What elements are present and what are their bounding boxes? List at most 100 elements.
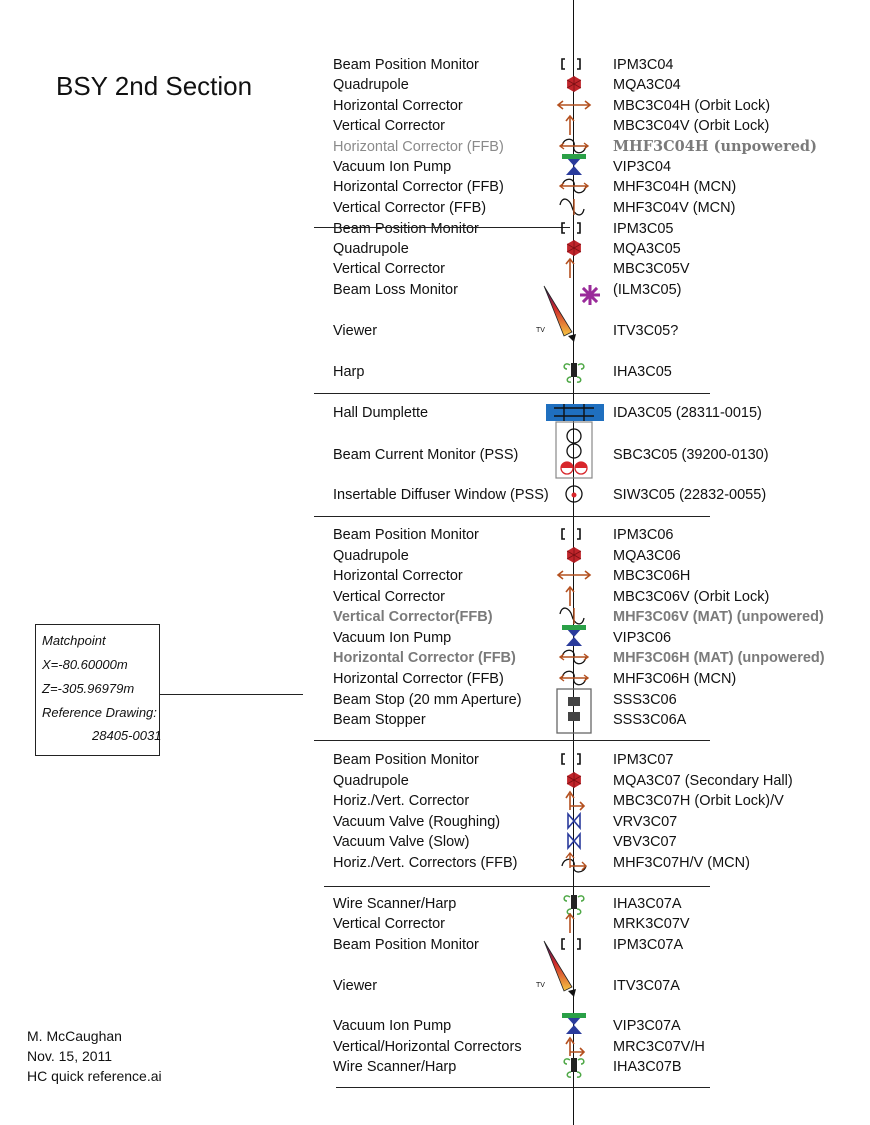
component-label: Quadrupole [333, 241, 409, 257]
section-separator [336, 1087, 710, 1088]
component-label: Beam Position Monitor [333, 57, 479, 73]
component-label: Vertical Corrector(FFB) [333, 609, 493, 625]
component-name: ITV3C07A [613, 978, 680, 994]
matchpoint-box: Matchpoint X=-80.60000m Z=-305.96979m Re… [35, 624, 162, 756]
component-label: Quadrupole [333, 773, 409, 789]
component-label: Beam Current Monitor (PSS) [333, 447, 519, 463]
component-name: VRV3C07 [613, 814, 678, 830]
component-name: IHA3C07B [613, 1059, 682, 1075]
section-separator [314, 516, 710, 517]
vertical-corrector-icon [565, 114, 575, 135]
vertical-corrector-icon [565, 257, 575, 278]
ffb-horizontal-corrector-icon [558, 649, 590, 665]
component-label: Vacuum Ion Pump [333, 1018, 452, 1034]
ffb-horizontal-corrector-icon [558, 670, 590, 686]
vacuum-valve-icon [567, 811, 581, 831]
viewer-tv-label: TV [536, 327, 545, 334]
current-monitor-icon [555, 421, 593, 479]
component-name: MHF3C04H (unpowered) [613, 138, 817, 155]
component-label: Vertical Corrector [333, 118, 446, 134]
bpm-icon [561, 528, 581, 540]
harp-icon [563, 363, 585, 383]
matchpoint-reference-label: Reference Drawing: [42, 705, 157, 720]
ffb-vertical-corrector-icon [559, 607, 585, 625]
bpm-icon [561, 58, 581, 70]
component-name: MBC3C06H [613, 568, 691, 584]
ffb-hv-corrector-icon [561, 851, 587, 873]
matchpoint-leader-line [159, 694, 303, 695]
ion-pump-icon [562, 154, 586, 175]
horizontal-corrector-icon [556, 570, 592, 580]
component-name: SSS3C06A [613, 712, 687, 728]
component-name: SSS3C06 [613, 692, 677, 708]
ffb-horizontal-corrector-icon [558, 138, 590, 154]
component-label: Viewer [333, 323, 378, 339]
component-name: MQA3C07 (Secondary Hall) [613, 773, 793, 789]
component-name: MRC3C07V/H [613, 1039, 705, 1055]
vertical-corrector-icon [565, 585, 575, 606]
component-name: MBC3C06V (Orbit Lock) [613, 589, 770, 605]
component-label: Vacuum Valve (Roughing) [333, 814, 501, 830]
ffb-horizontal-corrector-icon [558, 178, 590, 194]
component-label: Vertical Corrector (FFB) [333, 200, 487, 216]
matchpoint-title: Matchpoint [42, 633, 106, 648]
hv-corrector-icon [565, 1036, 586, 1057]
component-label: Horiz./Vert. Corrector [333, 793, 470, 809]
component-name: IPM3C07 [613, 752, 674, 768]
component-name: ITV3C05? [613, 323, 679, 339]
matchpoint-reference-drawing: 28405-0031 [92, 728, 162, 743]
component-name: MHF3C06H (MCN) [613, 671, 737, 687]
component-name: VIP3C07A [613, 1018, 681, 1034]
author-date: Nov. 15, 2011 [27, 1048, 113, 1064]
component-label: Vertical Corrector [333, 916, 446, 932]
component-label: Beam Position Monitor [333, 752, 479, 768]
component-name: IDA3C05 (28311-0015) [613, 405, 762, 421]
ffb-vertical-corrector-icon [559, 198, 585, 216]
component-label: Beam Position Monitor [333, 527, 479, 543]
quadrupole-icon [566, 240, 582, 256]
component-name: IPM3C04 [613, 57, 674, 73]
author-file: HC quick reference.ai [27, 1068, 162, 1084]
diffuser-window-icon [565, 485, 583, 503]
component-label: Beam Stopper [333, 712, 426, 728]
component-label: Beam Position Monitor [333, 221, 479, 237]
section-separator [314, 393, 710, 394]
component-name: MQA3C04 [613, 77, 681, 93]
ion-pump-icon [562, 625, 586, 646]
vertical-corrector-icon [565, 912, 575, 933]
viewer-icon: TV [536, 285, 576, 342]
component-name: VBV3C07 [613, 834, 677, 850]
component-label: Beam Stop (20 mm Aperture) [333, 692, 522, 708]
harp-icon [563, 1058, 585, 1078]
component-label: Vertical Corrector [333, 261, 446, 277]
ion-pump-icon [562, 1013, 586, 1034]
component-name: MBC3C05V [613, 261, 690, 277]
component-name: MBC3C07H (Orbit Lock)/V [613, 793, 784, 809]
viewer-icon: TV [536, 940, 576, 997]
component-name: VIP3C04 [613, 159, 672, 175]
component-label: Viewer [333, 978, 378, 994]
component-name: MRK3C07V [613, 916, 690, 932]
component-label: Vertical Corrector [333, 589, 446, 605]
vacuum-valve-icon [567, 831, 581, 851]
bpm-icon [561, 938, 581, 950]
component-label: Quadrupole [333, 548, 409, 564]
component-name: MHF3C06V (MAT) (unpowered) [613, 609, 824, 625]
component-label: Vertical/Horizontal Correctors [333, 1039, 522, 1055]
component-label: Beam Position Monitor [333, 937, 479, 953]
component-label: Wire Scanner/Harp [333, 896, 457, 912]
component-name: MHF3C07H/V (MCN) [613, 855, 750, 871]
hv-corrector-icon [565, 790, 586, 811]
component-name: IHA3C07A [613, 896, 682, 912]
component-label: Wire Scanner/Harp [333, 1059, 457, 1075]
component-name: MBC3C04V (Orbit Lock) [613, 118, 770, 134]
component-label: Vacuum Ion Pump [333, 630, 452, 646]
component-label: Horizontal Corrector (FFB) [333, 671, 504, 687]
component-label: Horizontal Corrector [333, 568, 463, 584]
component-name: (ILM3C05) [613, 282, 682, 298]
section-separator [314, 227, 570, 228]
section-separator [324, 886, 710, 887]
matchpoint-x: X=-80.60000m [42, 657, 128, 672]
component-label: Horiz./Vert. Correctors (FFB) [333, 855, 518, 871]
